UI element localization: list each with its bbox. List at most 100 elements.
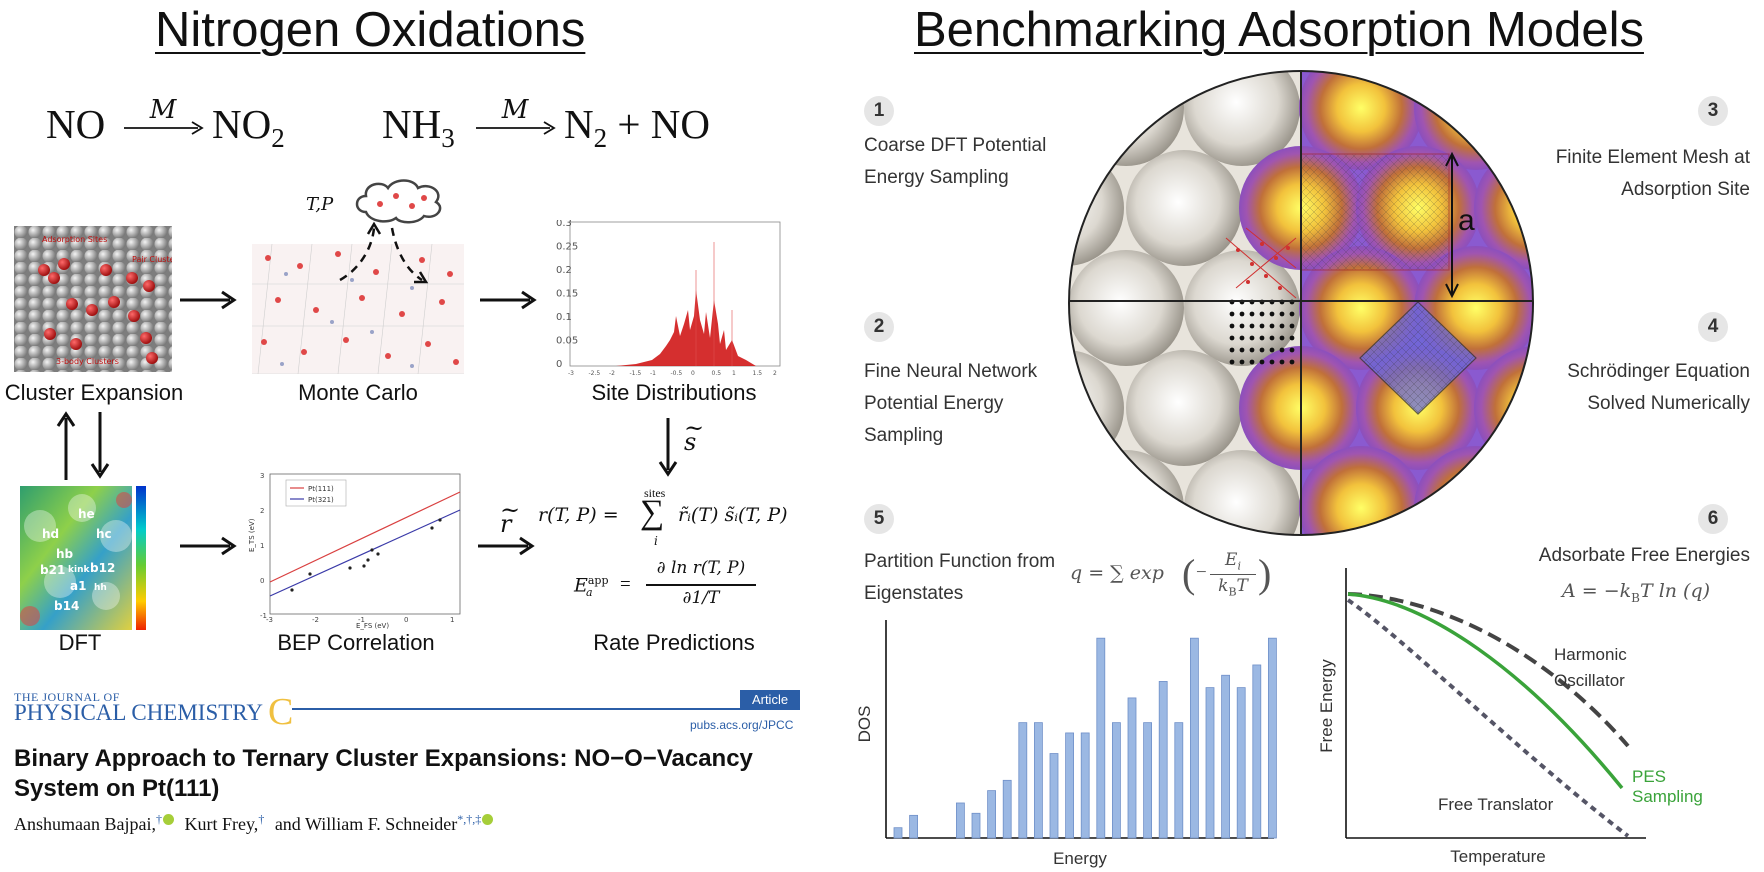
rate-eq2-sup: app bbox=[587, 574, 609, 587]
arrow-ce-to-mc bbox=[180, 290, 237, 310]
rate-eq2-fraction-bar bbox=[646, 584, 756, 586]
product-n2-no: N2 + NO bbox=[564, 100, 710, 154]
orcid-icon[interactable] bbox=[162, 814, 174, 825]
bep-legend-pt321: Pt(321) bbox=[308, 496, 334, 504]
dft-label-hb: hb bbox=[56, 547, 74, 561]
sd-ytick: 0.1 bbox=[556, 312, 572, 323]
rate-eq1-sum-top: sites bbox=[644, 486, 666, 500]
q-eq-minus: − bbox=[1196, 562, 1207, 583]
reaction-no-oxidation: NO bbox=[46, 100, 105, 148]
fe-ylabel: Free Energy bbox=[1317, 659, 1336, 753]
orcid-icon[interactable] bbox=[482, 814, 494, 825]
pt-surface-graphic: Adsorption Sites Pair Clusters 3-body Cl… bbox=[14, 226, 172, 372]
sd-xtick: -1 bbox=[650, 370, 656, 377]
reactant-nh3-sub: 3 bbox=[441, 123, 455, 154]
product-n2-main: N bbox=[564, 101, 594, 147]
author-schneider[interactable]: and William F. Schneider bbox=[274, 814, 458, 834]
left-title: Nitrogen Oxidations bbox=[155, 3, 586, 57]
dos-bar bbox=[1252, 664, 1262, 839]
catalyst-m-2: M bbox=[501, 95, 529, 125]
paper-title-line2: System on Pt(111) bbox=[14, 775, 220, 802]
author-bajpai[interactable]: Anshumaan Bajpai, bbox=[14, 814, 156, 834]
journal-url[interactable]: pubs.acs.org/JPCC bbox=[690, 718, 794, 732]
dos-bar bbox=[1080, 732, 1090, 839]
dos-bar bbox=[1205, 687, 1215, 839]
rate-eq2-e: E bbox=[574, 574, 588, 597]
dos-ylabel: DOS bbox=[858, 706, 874, 743]
label-harmonic-1: Harmonic bbox=[1554, 645, 1627, 664]
dos-bar bbox=[1049, 753, 1059, 839]
dos-bar bbox=[971, 812, 981, 839]
rate-eq1-lhs: r(T, P) = bbox=[538, 504, 619, 526]
dos-bar bbox=[1065, 732, 1075, 839]
reactant-no: NO bbox=[46, 101, 106, 147]
series-free-translator bbox=[1346, 598, 1630, 838]
rate-eq1-sum-bottom: i bbox=[654, 534, 658, 548]
a-eq-tail: T ln (q) bbox=[1639, 580, 1711, 602]
cluster-label-adsorption: Adsorption Sites bbox=[42, 235, 107, 244]
a-eq-sub: B bbox=[1631, 590, 1640, 605]
step-badge-5: 5 bbox=[864, 504, 894, 534]
sd-xtick: 0.5 bbox=[712, 370, 722, 377]
dos-bar bbox=[987, 790, 997, 839]
rate-eq2-sub: a bbox=[586, 586, 593, 599]
sd-xtick: -1.5 bbox=[630, 370, 642, 377]
free-energy-equation: A = −kBT ln (q) bbox=[1562, 580, 1710, 605]
reaction2-catalyst: M bbox=[474, 94, 556, 125]
product-no2: NO2 bbox=[212, 100, 285, 154]
rate-eq2-num: ∂ ln r(T, P) bbox=[656, 558, 746, 578]
r-tilde-symbol: r bbox=[500, 510, 512, 538]
bep-xtick: -1 bbox=[358, 616, 365, 624]
q-eq-paren-open: ( bbox=[1182, 551, 1196, 596]
caption-rate-predictions: Rate Predictions bbox=[593, 630, 755, 655]
q-eq-den: kBT bbox=[1210, 576, 1256, 598]
step-badge-4: 4 bbox=[1698, 312, 1728, 342]
step-6-line1: Adsorbate Free Energies bbox=[1538, 545, 1750, 566]
arrow-bep-to-rate bbox=[478, 536, 535, 556]
series-harmonic-oscillator bbox=[1347, 592, 1630, 748]
sd-ytick: 0.05 bbox=[556, 336, 578, 347]
monte-carlo-image bbox=[252, 243, 464, 375]
journal-rule bbox=[292, 708, 800, 710]
dos-bar bbox=[1002, 779, 1012, 839]
lattice-constant-label: a bbox=[1458, 204, 1475, 237]
sd-ytick: 0.15 bbox=[556, 289, 578, 300]
reactant-nh3: NH3 bbox=[382, 100, 455, 154]
rate-eq1-sigma: ∑ bbox=[640, 494, 665, 531]
bep-xtick: 0 bbox=[404, 616, 408, 624]
label-pes-1: PES bbox=[1632, 767, 1666, 786]
reaction2-arrow bbox=[476, 121, 556, 135]
q-eq-den-t: T bbox=[1236, 576, 1248, 596]
dos-bar bbox=[1267, 637, 1277, 839]
step-3-line1: Finite Element Mesh at bbox=[1555, 147, 1750, 168]
author3-mark: *,†,‡ bbox=[457, 812, 482, 826]
bep-xtick: 1 bbox=[450, 616, 454, 624]
author-frey[interactable]: Kurt Frey, bbox=[184, 814, 259, 834]
sd-xtick: 1.5 bbox=[753, 370, 763, 377]
reaction1-arrow bbox=[124, 121, 204, 135]
sd-ytick: 0.2 bbox=[556, 265, 572, 276]
s-tilde-label: ~ s bbox=[684, 414, 705, 456]
q-eq-lhs: q = ∑ exp bbox=[1070, 562, 1164, 584]
product-n2-sub: 2 bbox=[593, 123, 608, 154]
reactant-nh3-main: NH bbox=[382, 101, 442, 147]
bep-ytick: 1 bbox=[260, 542, 264, 550]
dos-bar bbox=[1096, 637, 1106, 839]
dft-surface: he hd hc hb b21 kink b12 a1 b14 hh bbox=[20, 486, 146, 630]
arrow-mc-to-sd bbox=[480, 290, 537, 310]
label-pes-2: Sampling bbox=[1632, 787, 1703, 806]
bep-legend-pt111: Pt(111) bbox=[308, 485, 334, 493]
dft-label-hh: hh bbox=[94, 583, 107, 593]
dft-label-b14: b14 bbox=[54, 599, 79, 613]
label-harmonic-2: Oscillator bbox=[1554, 671, 1625, 690]
caption-monte-carlo: Monte Carlo bbox=[298, 380, 418, 405]
a-eq-main: A = −k bbox=[1562, 580, 1632, 602]
step-badge-6: 6 bbox=[1698, 504, 1728, 534]
step-3-line2: Adsorption Site bbox=[1621, 179, 1750, 200]
adsorption-circle: a bbox=[1068, 70, 1534, 536]
q-eq-num-e: E bbox=[1225, 550, 1238, 570]
bep-xtick: -3 bbox=[266, 616, 273, 624]
step-6-description: Adsorbate Free Energies bbox=[1480, 540, 1750, 572]
bep-ytick: -1 bbox=[260, 612, 267, 620]
sd-xtick: -2 bbox=[609, 370, 615, 377]
